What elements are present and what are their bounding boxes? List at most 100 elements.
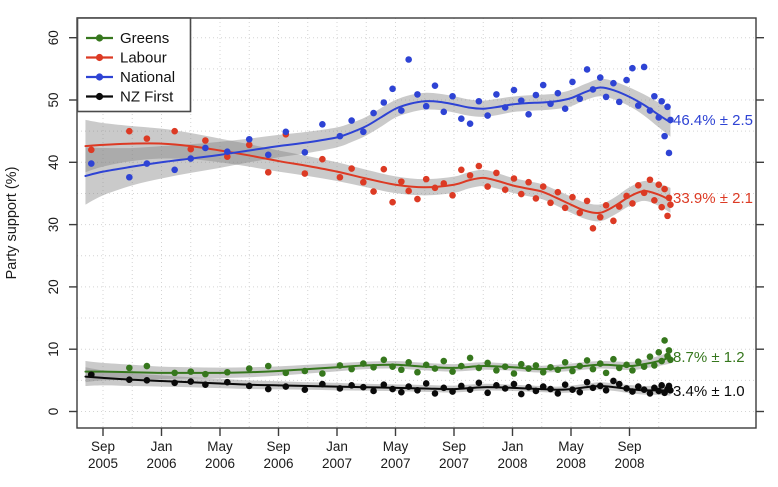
poll-point-national	[440, 108, 448, 116]
poll-point-greens	[634, 358, 642, 365]
confidence-band-national	[85, 78, 671, 205]
poll-point-national	[615, 98, 623, 106]
x-tick-label-month: Jan	[151, 439, 173, 454]
poll-point-nz-first	[282, 383, 290, 390]
chart-layers: 0 10 20 30 40 50 60 Sep 2005 Jan 2006 May 2006 Sep 200…	[46, 17, 764, 471]
poll-point-nz-first	[264, 385, 272, 393]
poll-point-labour	[422, 175, 430, 183]
poll-point-national	[493, 91, 500, 98]
poll-point-labour	[224, 153, 231, 160]
poll-point-nz-first	[449, 388, 456, 395]
y-tick-label: 0	[46, 408, 61, 416]
poll-point-nz-first	[583, 378, 591, 386]
poll-point-nz-first	[88, 371, 95, 379]
poll-point-nz-first	[202, 381, 209, 389]
annotation-national: 46.4% ± 2.5	[673, 112, 753, 129]
poll-point-labour	[615, 203, 623, 210]
poll-point-nz-first	[475, 379, 483, 387]
poll-point-national	[301, 149, 309, 156]
poll-point-greens	[245, 365, 253, 372]
poll-point-nz-first	[569, 386, 576, 393]
poll-point-greens	[143, 362, 151, 370]
poll-point-national	[646, 107, 654, 114]
poll-point-labour	[554, 188, 562, 196]
poll-point-labour	[640, 189, 648, 197]
poll-point-labour	[629, 200, 636, 207]
poll-point-nz-first	[336, 385, 344, 392]
y-tick-label: 50	[46, 92, 61, 107]
poll-point-national	[88, 160, 95, 167]
poll-point-labour	[336, 173, 344, 181]
poll-point-labour	[245, 141, 253, 149]
poll-point-greens	[661, 337, 668, 344]
poll-point-national	[336, 132, 344, 140]
poll-point-national	[629, 64, 636, 72]
poll-point-labour	[431, 184, 439, 192]
poll-point-national	[640, 63, 648, 71]
poll-point-labour	[458, 166, 465, 174]
confidence-bands	[85, 78, 671, 396]
poll-point-greens	[640, 363, 648, 370]
poll-point-nz-first	[348, 382, 355, 389]
poll-point-nz-first	[517, 390, 525, 398]
poll-point-national	[623, 76, 630, 84]
legend-label-greens: Greens	[120, 30, 169, 47]
poll-point-nz-first	[623, 385, 630, 392]
poll-point-labour	[532, 195, 540, 202]
poll-point-labour	[583, 197, 591, 205]
poll-point-greens	[224, 368, 231, 376]
poll-point-national	[658, 97, 665, 105]
annotation-labour: 33.9% ± 2.1	[673, 190, 753, 207]
poll-point-nz-first	[589, 384, 597, 392]
poll-point-greens	[525, 365, 532, 372]
poll-point-nz-first	[398, 388, 405, 396]
poll-point-greens	[539, 368, 547, 376]
poll-point-labour	[88, 146, 95, 154]
x-tick-label-month: Jan	[326, 439, 348, 454]
poll-point-greens	[301, 367, 309, 375]
plot-border	[76, 17, 757, 429]
poll-point-greens	[449, 368, 456, 375]
poll-point-labour	[610, 217, 617, 225]
poll-point-greens	[380, 356, 388, 364]
poll-point-labour	[658, 203, 665, 211]
poll-point-national	[348, 117, 355, 124]
poll-point-nz-first	[431, 390, 439, 397]
poll-point-labour	[569, 193, 576, 201]
poll-point-national	[370, 109, 377, 117]
poll-point-greens	[370, 363, 377, 371]
poll-point-greens	[422, 361, 430, 369]
poll-point-national	[501, 104, 509, 111]
poll-point-labour	[360, 178, 367, 186]
poll-point-national	[547, 100, 554, 108]
axes: 0 10 20 30 40 50 60 Sep 2005 Jan 2006 May 2006 Sep 200…	[46, 17, 764, 471]
poll-point-greens	[665, 347, 673, 354]
y-axis-title: Party support (%)	[4, 167, 20, 280]
poll-point-labour	[510, 175, 518, 182]
trend-line-greens	[84, 356, 672, 374]
poll-point-greens	[561, 358, 569, 366]
x-tick-label-month: Sep	[442, 439, 466, 454]
poll-point-national	[171, 166, 178, 174]
poll-point-national	[405, 56, 412, 63]
poll-point-labour	[561, 204, 569, 212]
poll-point-national	[422, 102, 430, 110]
poll-point-nz-first	[422, 380, 430, 387]
poll-point-labour	[493, 169, 500, 177]
poll-point-greens	[458, 362, 465, 370]
poll-point-nz-first	[187, 378, 195, 385]
poll-point-labour	[667, 201, 674, 208]
poll-point-national	[561, 105, 569, 113]
poll-point-national	[414, 91, 421, 98]
poll-point-labour	[525, 178, 532, 186]
poll-point-national	[569, 78, 576, 86]
poll-point-greens	[667, 356, 674, 364]
y-tick-label: 40	[46, 155, 61, 170]
x-tick-label-year: 2007	[380, 456, 410, 471]
poll-point-greens	[646, 353, 654, 360]
poll-point-national	[282, 128, 290, 136]
legend: Greens Labour National NZ First	[76, 17, 192, 113]
poll-point-labour	[171, 127, 178, 135]
poll-point-greens	[596, 360, 604, 367]
poll-point-nz-first	[171, 379, 178, 387]
